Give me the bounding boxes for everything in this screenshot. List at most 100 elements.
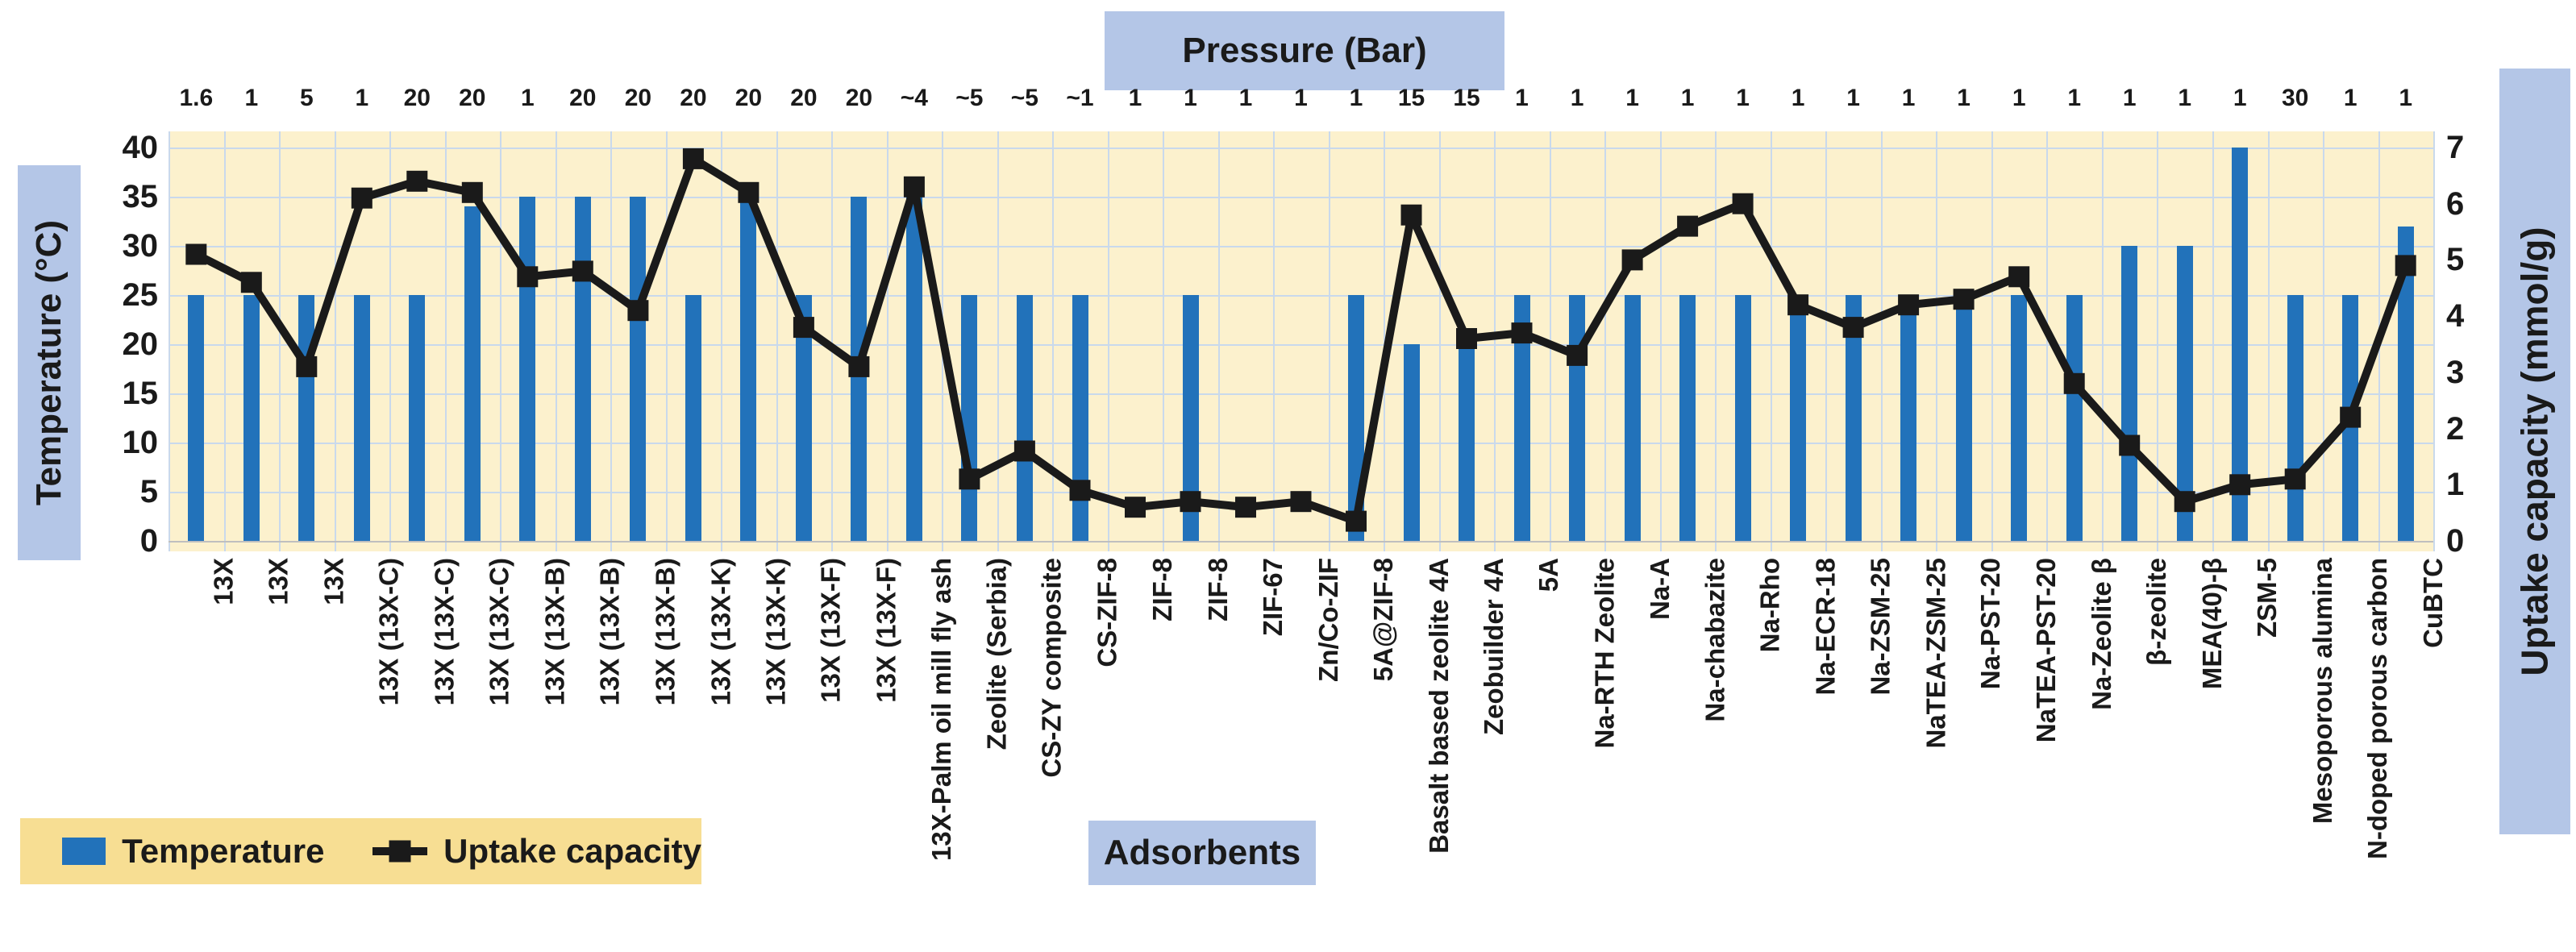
left-axis-tick: 30 <box>122 228 159 264</box>
category-label: Zeolite (Serbia) <box>981 558 1012 750</box>
pressure-value: 20 <box>790 85 818 111</box>
left-axis-tick: 25 <box>122 277 159 313</box>
category-label: Na-ZSM-25 <box>1865 558 1896 696</box>
pressure-value: 1 <box>2399 85 2413 111</box>
pressure-value: 15 <box>1397 85 1425 111</box>
category-label: ZSM-5 <box>2252 558 2283 638</box>
pressure-value: 1 <box>2343 85 2358 111</box>
category-label: CS-ZY composite <box>1036 558 1067 778</box>
left-axis-tick: 10 <box>122 425 159 460</box>
horizontal-gridline <box>169 148 2433 149</box>
pressure-value: 1 <box>1294 85 1308 111</box>
pressure-value: ~1 <box>1066 85 1094 111</box>
uptake-legend-marker-icon <box>389 840 411 863</box>
pressure-value: 1 <box>520 85 535 111</box>
left-axis-tick: 35 <box>122 179 159 214</box>
category-label: 13X-Palm oil mill fly ash <box>926 558 956 861</box>
category-label: 13X (13X-B) <box>650 558 680 706</box>
category-label: ZIF-8 <box>1147 558 1177 622</box>
category-label: NaTEA-ZSM-25 <box>1921 558 1951 749</box>
pressure-value: 1 <box>2067 85 2082 111</box>
pressure-value: 1 <box>1901 85 1916 111</box>
pressure-value: 20 <box>459 85 486 111</box>
category-label: 13X (13X-K) <box>760 558 791 706</box>
pressure-value: 20 <box>569 85 597 111</box>
pressure-value: 30 <box>2282 85 2309 111</box>
pressure-value: 1 <box>2012 85 2026 111</box>
category-label: 13X <box>318 558 349 605</box>
pressure-axis-title: Pressure (Bar) <box>1105 11 1504 90</box>
category-label: NaTEA-PST-20 <box>2031 558 2062 743</box>
pressure-value: 1 <box>1957 85 1970 111</box>
vertical-gridline <box>169 131 170 551</box>
pressure-value: 1 <box>355 85 369 111</box>
category-label: Zn/Co-ZIF <box>1313 558 1343 682</box>
uptake-legend-label: Uptake capacity <box>443 832 701 870</box>
category-label: 13X <box>208 558 239 605</box>
x-axis-title: Adsorbents <box>1088 821 1316 885</box>
left-axis-title: Temperature (°C) <box>18 165 81 560</box>
category-label: 13X (13X-F) <box>815 558 846 703</box>
right-axis-tick: 4 <box>2446 298 2465 335</box>
pressure-value: 1 <box>1570 85 1584 111</box>
left-axis-tick: 40 <box>122 130 159 165</box>
pressure-value: 1 <box>244 85 259 111</box>
legend: Temperature Uptake capacity <box>20 818 701 884</box>
pressure-value: 1 <box>1791 85 1805 111</box>
pressure-value: 1 <box>2233 85 2247 111</box>
category-label: 5A@ZIF-8 <box>1368 558 1398 682</box>
uptake-legend-line-icon <box>372 840 428 863</box>
right-axis-title: Uptake capacity (mmol/g) <box>2499 69 2570 834</box>
category-label: 5A <box>1534 558 1564 592</box>
pressure-value: 1 <box>1846 85 1860 111</box>
left-axis-tick: 20 <box>122 326 159 362</box>
category-label: 13X (13X-C) <box>373 558 404 706</box>
pressure-value: ~5 <box>955 85 984 111</box>
category-label: ZIF-67 <box>1258 558 1288 637</box>
pressure-value: 1 <box>2122 85 2137 111</box>
category-label: Na-PST-20 <box>1975 558 2006 690</box>
horizontal-gridline <box>169 541 2433 543</box>
category-label: Zeobuilder 4A <box>1479 558 1509 736</box>
pressure-value: 15 <box>1453 85 1480 111</box>
category-label: CS-ZIF-8 <box>1092 558 1122 667</box>
category-label: 13X (13X-C) <box>484 558 514 706</box>
category-label: 13X <box>263 558 293 605</box>
category-label: β-zeolite <box>2141 558 2172 666</box>
pressure-value: ~4 <box>900 85 928 111</box>
pressure-value: 1 <box>2178 85 2192 111</box>
category-label: Mesoporous alumina <box>2307 558 2337 825</box>
right-axis-tick: 6 <box>2446 185 2465 222</box>
pressure-value: 20 <box>680 85 707 111</box>
pressure-value: 20 <box>845 85 873 111</box>
pressure-value: 1.6 <box>179 85 214 111</box>
category-label: Na-chabazite <box>1700 558 1730 722</box>
category-label: Na-A <box>1644 558 1675 621</box>
left-axis-tick: 15 <box>122 376 159 411</box>
vertical-gridline <box>2433 131 2435 551</box>
category-label: ZIF-8 <box>1202 558 1233 622</box>
category-label: CuBTC <box>2417 558 2448 648</box>
pressure-value: 20 <box>735 85 763 111</box>
category-label: Na-ECR-18 <box>1810 558 1841 696</box>
pressure-value: 1 <box>1184 85 1197 111</box>
pressure-value: 1 <box>1238 85 1253 111</box>
category-label: Na-RTH Zeolite <box>1589 558 1620 749</box>
right-axis-tick: 5 <box>2446 242 2465 278</box>
pressure-value: 1 <box>1349 85 1363 111</box>
pressure-value: 1 <box>1625 85 1639 111</box>
right-axis-tick: 3 <box>2446 354 2465 390</box>
pressure-value: 1 <box>1128 85 1142 111</box>
temperature-legend-swatch <box>62 838 106 865</box>
left-axis-tick: 5 <box>139 474 158 509</box>
category-label: 13X (13X-B) <box>539 558 570 706</box>
category-label: Na-Zeolite β <box>2086 558 2116 710</box>
pressure-value: 1 <box>1680 85 1695 111</box>
temperature-legend-label: Temperature <box>122 832 325 870</box>
pressure-value: 20 <box>624 85 652 111</box>
category-label: 13X (13X-B) <box>594 558 625 706</box>
